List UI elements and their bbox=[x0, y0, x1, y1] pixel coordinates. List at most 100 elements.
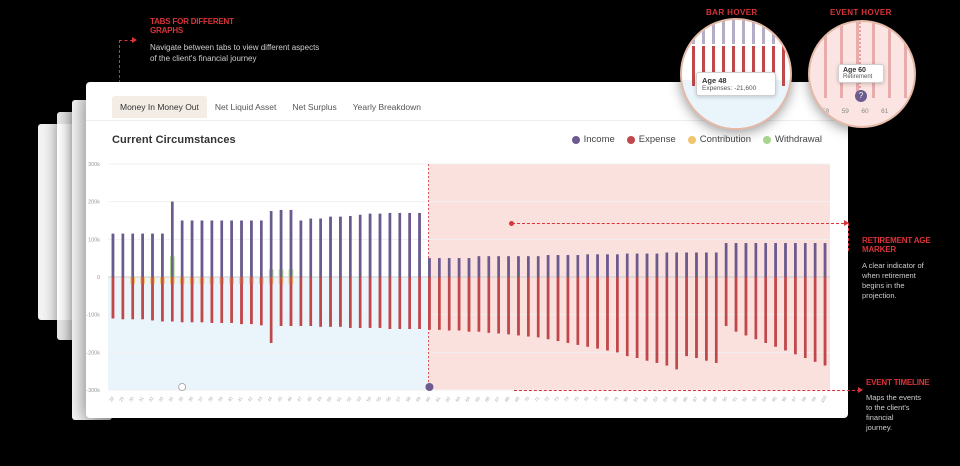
x-tick-label: 44 bbox=[266, 395, 273, 402]
legend-expense[interactable]: Expense bbox=[626, 134, 676, 145]
legend-withdrawal-swatch bbox=[763, 135, 771, 144]
bar-income bbox=[705, 252, 708, 277]
x-tick-label: 49 bbox=[316, 395, 323, 402]
x-tick-label: 71 bbox=[534, 395, 541, 402]
bar-income bbox=[635, 253, 639, 277]
x-tick-label: 64 bbox=[464, 395, 471, 402]
bar-expense bbox=[625, 277, 629, 357]
y-tick-label: -200k bbox=[86, 350, 100, 356]
x-tick-label: 61 bbox=[435, 395, 442, 402]
legend-contribution[interactable]: Contribution bbox=[687, 134, 751, 145]
tab-yearly-breakdown[interactable]: Yearly Breakdown bbox=[352, 102, 421, 112]
legend-contribution-swatch bbox=[687, 135, 696, 144]
bar-income bbox=[220, 220, 224, 277]
bar-income bbox=[714, 252, 718, 277]
bar-income bbox=[497, 256, 500, 277]
bar-income bbox=[358, 214, 362, 277]
x-tick-label: 96 bbox=[781, 395, 788, 402]
bar-expense bbox=[734, 277, 738, 332]
zoom-expense-bar bbox=[712, 46, 715, 86]
x-tick-label: 98 bbox=[801, 395, 808, 402]
chart-title: Current Circumstances bbox=[112, 134, 236, 146]
x-tick-label: 73 bbox=[553, 395, 560, 402]
x-tick-label: 65 bbox=[474, 395, 481, 402]
bar-expense bbox=[803, 277, 807, 358]
bar-income bbox=[586, 254, 589, 277]
bar-income bbox=[339, 216, 342, 277]
arrow-icon bbox=[858, 387, 863, 393]
bar-income bbox=[151, 233, 154, 277]
bar-income bbox=[121, 233, 125, 277]
bar-expense bbox=[260, 277, 263, 326]
arrow-icon bbox=[844, 220, 849, 226]
bar-expense bbox=[418, 277, 421, 329]
bar-income bbox=[724, 243, 728, 277]
zoom-expense-bar bbox=[904, 22, 907, 98]
bar-income bbox=[754, 243, 758, 277]
bar-expense bbox=[279, 277, 283, 326]
bar-income bbox=[447, 258, 451, 277]
bar-expense bbox=[378, 277, 382, 328]
retirement-marker-dot bbox=[509, 221, 514, 226]
tab-money-in-money-out[interactable]: Money In Money Out bbox=[112, 96, 207, 118]
bar-income bbox=[131, 233, 135, 277]
x-tick-label: 58 bbox=[405, 395, 412, 402]
event-tooltip-body: Retirement bbox=[843, 74, 873, 80]
x-tick-label: 93 bbox=[751, 395, 758, 402]
x-tick-label: 100 bbox=[820, 394, 828, 403]
bar-income bbox=[210, 220, 214, 277]
chart-legend: Income Expense Contribution Withdrawal bbox=[571, 134, 822, 145]
bar-income bbox=[813, 243, 817, 277]
event-zoom-tick: 59 bbox=[841, 108, 849, 115]
bar-income bbox=[467, 258, 471, 277]
x-tick-label: 78 bbox=[603, 395, 610, 402]
bar-income bbox=[438, 258, 441, 277]
x-tick-label: 29 bbox=[118, 395, 125, 402]
bar-expense bbox=[546, 277, 550, 340]
tab-net-liquid-asset[interactable]: Net Liquid Asset bbox=[214, 102, 277, 112]
bar-expense bbox=[596, 277, 599, 349]
bar-expense bbox=[447, 277, 451, 331]
x-tick-label: 88 bbox=[702, 395, 709, 402]
x-tick-label: 77 bbox=[593, 395, 600, 402]
bar-income bbox=[457, 258, 461, 277]
event-zoom-ticks: 58 59 60 61 62 bbox=[822, 108, 908, 115]
x-tick-label: 30 bbox=[128, 395, 135, 402]
y-tick-label: 100k bbox=[88, 237, 100, 243]
bar-expense bbox=[635, 277, 639, 358]
x-tick-label: 97 bbox=[791, 395, 798, 402]
event-zoom-tick: 60 bbox=[861, 108, 869, 115]
zoom-income-bar bbox=[782, 20, 785, 44]
bar-income bbox=[517, 256, 520, 277]
tab-divider bbox=[86, 120, 848, 121]
bar-income bbox=[546, 255, 550, 277]
legend-income[interactable]: Income bbox=[571, 134, 615, 145]
tab-net-surplus[interactable]: Net Surplus bbox=[292, 102, 337, 112]
zoom-expense-bar bbox=[772, 46, 775, 86]
bar-income bbox=[616, 254, 619, 277]
bar-income bbox=[596, 254, 599, 277]
annotation-line: journey. bbox=[866, 423, 893, 432]
x-tick-label: 81 bbox=[632, 395, 639, 402]
legend-withdrawal[interactable]: Withdrawal bbox=[763, 134, 822, 145]
bar-income bbox=[695, 252, 698, 277]
event-hover-label: EVENT HOVER bbox=[830, 8, 892, 17]
bar-expense bbox=[754, 277, 758, 340]
x-tick-label: 80 bbox=[623, 395, 630, 402]
x-tick-label: 94 bbox=[761, 395, 768, 402]
bar-expense bbox=[685, 277, 688, 357]
bar-income bbox=[250, 220, 253, 277]
x-tick-label: 39 bbox=[217, 395, 224, 402]
x-tick-label: 34 bbox=[168, 395, 175, 402]
bar-expense bbox=[744, 277, 748, 336]
y-tick-label: 0 bbox=[97, 275, 100, 281]
annotation-line: A clear indicator of bbox=[862, 261, 924, 270]
event-marker-icon[interactable]: ? bbox=[855, 90, 867, 102]
x-tick-label: 33 bbox=[158, 395, 165, 402]
bar-expense bbox=[576, 277, 580, 345]
x-tick-label: 83 bbox=[652, 395, 659, 402]
x-tick-label: 40 bbox=[227, 395, 234, 402]
event-hover-zoom bbox=[824, 22, 907, 102]
bar-expense bbox=[388, 277, 392, 329]
x-tick-label: 53 bbox=[355, 395, 362, 402]
